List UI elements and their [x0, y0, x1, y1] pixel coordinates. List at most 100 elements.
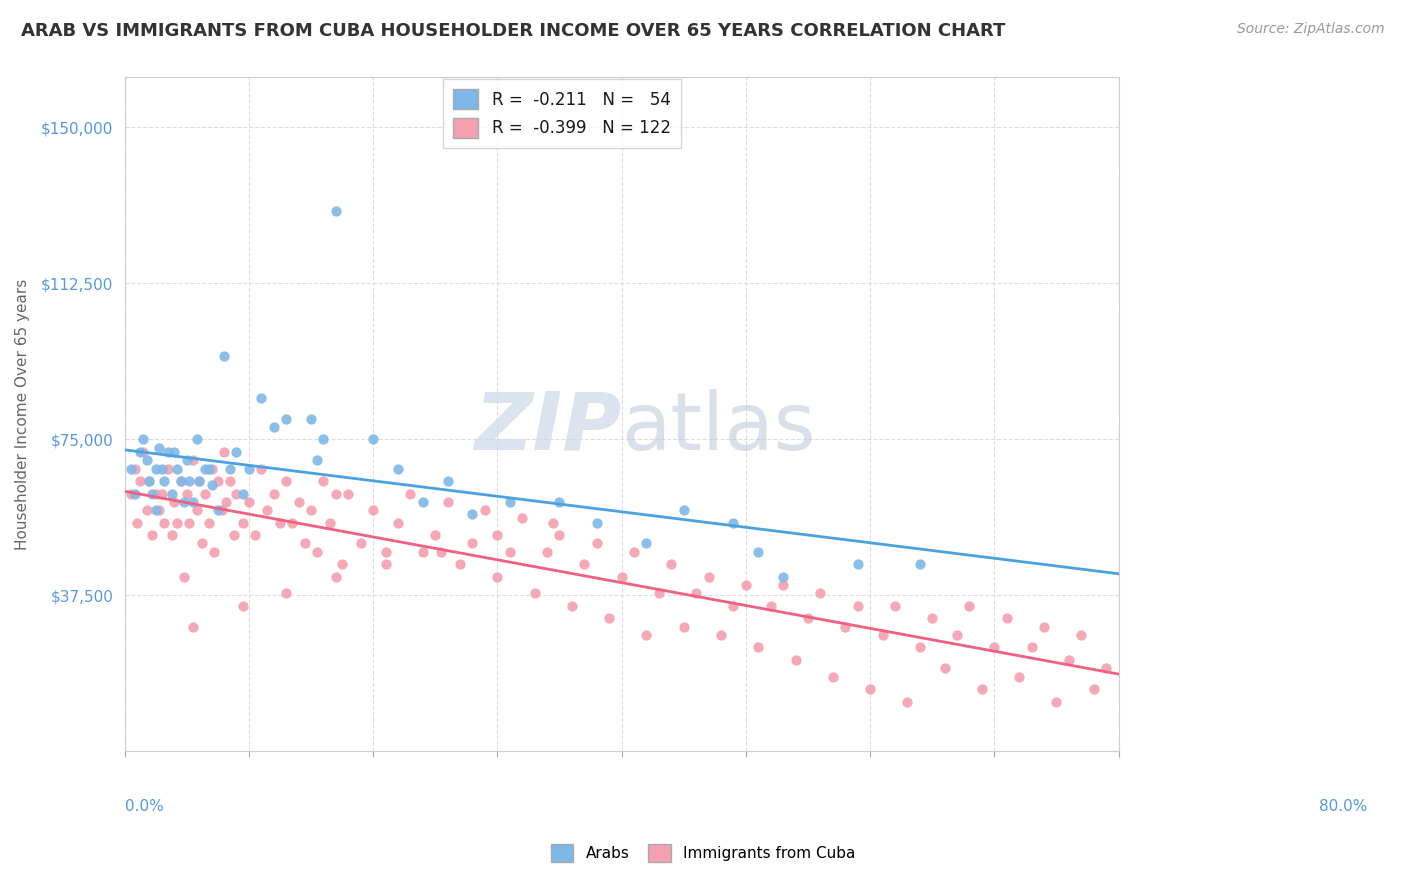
Point [598, 611, 620, 625]
Point [872, 628, 894, 642]
Point [772, 570, 794, 584]
Point [672, 620, 695, 634]
Point [232, 486, 254, 500]
Point [436, 474, 458, 488]
Point [150, 486, 173, 500]
Point [723, 599, 745, 613]
Point [212, 445, 235, 459]
Point [207, 503, 229, 517]
Point [461, 536, 484, 550]
Point [361, 433, 384, 447]
Point [648, 586, 671, 600]
Point [946, 628, 969, 642]
Point [959, 599, 981, 613]
Point [449, 558, 471, 572]
Point [821, 670, 844, 684]
Point [148, 503, 170, 517]
Point [145, 486, 167, 500]
Point [238, 495, 260, 509]
Point [723, 516, 745, 530]
Point [548, 528, 571, 542]
Point [908, 640, 931, 655]
Point [211, 503, 233, 517]
Point [207, 474, 229, 488]
Point [548, 495, 571, 509]
Point [232, 599, 254, 613]
Point [574, 558, 596, 572]
Point [287, 495, 309, 509]
Point [374, 558, 396, 572]
Point [173, 570, 195, 584]
Point [136, 453, 159, 467]
Point [274, 411, 297, 425]
Point [710, 628, 733, 642]
Point [263, 486, 285, 500]
Point [120, 461, 142, 475]
Point [198, 516, 221, 530]
Point [1045, 694, 1067, 708]
Point [186, 433, 208, 447]
Point [141, 528, 163, 542]
Point [834, 620, 856, 634]
Point [785, 653, 807, 667]
Point [1083, 681, 1105, 696]
Legend: Arabs, Immigrants from Cuba: Arabs, Immigrants from Cuba [544, 838, 862, 868]
Point [188, 474, 211, 488]
Point [200, 478, 222, 492]
Point [330, 558, 353, 572]
Point [1008, 670, 1031, 684]
Text: 0.0%: 0.0% [125, 798, 163, 814]
Legend: R =  -0.211   N =   54, R =  -0.399   N = 122: R = -0.211 N = 54, R = -0.399 N = 122 [443, 79, 681, 148]
Point [486, 570, 509, 584]
Point [141, 486, 163, 500]
Point [747, 640, 769, 655]
Point [325, 486, 347, 500]
Point [250, 461, 273, 475]
Text: Source: ZipAtlas.com: Source: ZipAtlas.com [1237, 22, 1385, 37]
Point [243, 528, 266, 542]
Point [274, 586, 297, 600]
Point [318, 516, 340, 530]
Point [176, 453, 198, 467]
Point [181, 453, 204, 467]
Point [361, 503, 384, 517]
Point [387, 516, 409, 530]
Point [128, 445, 150, 459]
Point [523, 586, 546, 600]
Point [510, 511, 533, 525]
Point [307, 453, 329, 467]
Point [884, 599, 907, 613]
Point [312, 474, 335, 488]
Point [219, 474, 242, 488]
Point [636, 628, 658, 642]
Point [1095, 661, 1118, 675]
Point [350, 536, 373, 550]
Point [659, 558, 682, 572]
Point [294, 536, 316, 550]
Point [486, 528, 509, 542]
Point [179, 474, 201, 488]
Point [412, 495, 434, 509]
Point [169, 474, 191, 488]
Point [436, 495, 458, 509]
Point [269, 516, 291, 530]
Point [145, 461, 167, 475]
Point [325, 570, 347, 584]
Point [219, 461, 242, 475]
Point [160, 528, 183, 542]
Point [921, 611, 943, 625]
Point [186, 503, 208, 517]
Point [148, 441, 170, 455]
Point [166, 461, 188, 475]
Point [412, 545, 434, 559]
Point [125, 516, 148, 530]
Point [1033, 620, 1056, 634]
Point [256, 503, 278, 517]
Text: ZIP: ZIP [474, 389, 621, 467]
Point [299, 503, 322, 517]
Point [461, 508, 484, 522]
Point [747, 545, 769, 559]
Point [232, 516, 254, 530]
Point [995, 611, 1018, 625]
Point [610, 570, 633, 584]
